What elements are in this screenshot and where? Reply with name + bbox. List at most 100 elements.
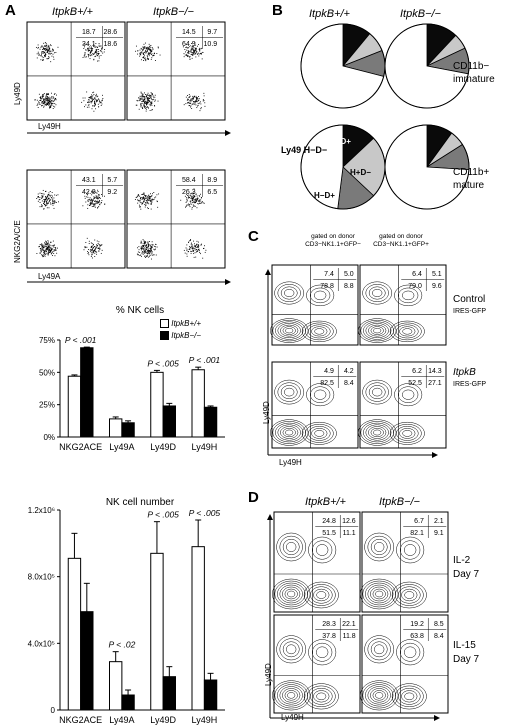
quadrant-values: 18.7 28.6 34.1 18.6 — [76, 26, 124, 49]
quadrant-lr: 8.4 — [434, 633, 444, 640]
ylabel-ly49d-c: Ly49D — [262, 401, 271, 424]
x-tick-label: Ly49A — [109, 442, 134, 452]
quadrant-ll: 52.5 — [408, 380, 422, 387]
quadrant-lr: 9.2 — [107, 189, 117, 196]
bar-0-1 — [109, 418, 123, 438]
quadrant-ur: 2.1 — [434, 518, 444, 525]
genotype-wt-a: ItpkB+/+ — [52, 6, 93, 18]
xlabel-ly49h-c: Ly49H — [279, 458, 302, 467]
pie-ko-mature-outline — [384, 124, 470, 210]
p-value-annotation: P < .005 — [147, 510, 179, 520]
quadrant-lr: 18.6 — [104, 41, 118, 48]
pie-label-mid: H−D+ — [314, 191, 335, 200]
bar2-title: NK cell number — [105, 497, 175, 508]
row-control: Control — [453, 294, 486, 305]
quadrant-values: 58.4 8.9 26.3 6.5 — [176, 174, 224, 197]
y-tick-label: 0 — [51, 706, 56, 715]
quadrant-ll: 37.8 — [322, 633, 336, 640]
quadrant-ur: 5.7 — [107, 177, 117, 184]
quadrant-values: 24.8 12.6 51.5 11.1 — [315, 515, 359, 538]
dot-plot-frame — [126, 21, 226, 121]
gate-gfp-pos: gated on donor CD3−NK1.1+GFP+ — [373, 233, 429, 248]
quadrant-lr: 8.8 — [344, 283, 354, 290]
quadrant-values: 28.3 22.1 37.8 11.8 — [315, 618, 359, 641]
panel-label-d: D — [248, 489, 259, 506]
bar-0-2 — [150, 371, 164, 438]
x-tick-label: NKG2ACE — [59, 442, 102, 452]
x-tick-label: Ly49D — [150, 442, 176, 452]
genotype-ko-a: ItpkB−/− — [153, 6, 194, 18]
pie-row-mature: CD11b+ mature — [453, 167, 490, 191]
pie-ko-immature-outline — [384, 23, 470, 109]
bar-1-0 — [80, 347, 94, 438]
row-il15-day: Day 7 — [453, 654, 480, 665]
gate-gfp-neg: gated on donor CD3−NK1.1+GFP− — [305, 233, 361, 248]
quadrant-ll: 42.0 — [82, 189, 96, 196]
y-tick-label: 25% — [39, 401, 55, 410]
quadrant-ul: 6.7 — [414, 518, 424, 525]
quadrant-ll: 51.5 — [322, 530, 336, 537]
p-value-annotation: P < .005 — [147, 358, 179, 368]
pie-row-immature: CD11b− immature — [453, 61, 495, 85]
quadrant-ll: 26.3 — [182, 189, 196, 196]
quadrant-values: 14.5 9.7 64.9 10.9 — [176, 26, 224, 49]
bar-0-0 — [67, 375, 82, 438]
xlabel-ly49h-d: Ly49H — [281, 713, 304, 722]
quadrant-lr: 11.8 — [343, 633, 356, 640]
quadrant-values: 6.2 14.3 52.5 27.1 — [401, 365, 445, 388]
quadrant-values: 4.9 4.2 82.5 8.4 — [313, 365, 357, 388]
bar-0-2 — [150, 552, 164, 711]
quadrant-ul: 18.7 — [82, 29, 96, 36]
genotype-wt-d: ItpkB+/+ — [305, 496, 346, 508]
row-il15: IL-15 — [453, 640, 476, 651]
quadrant-ur: 9.7 — [207, 29, 217, 36]
y-tick-label: 0% — [43, 433, 55, 442]
panel-label-b: B — [272, 2, 283, 19]
bar-0-3 — [191, 369, 205, 438]
y-tick-label: 1.2x10⁶ — [28, 506, 55, 515]
quadrant-ll: 64.9 — [182, 41, 196, 48]
bar1-legend-ko: ItpkB−/− — [160, 331, 201, 341]
legend-swatch-wt — [160, 319, 169, 329]
ylabel-ly49d-a: Ly49D — [13, 82, 22, 105]
quadrant-lr: 6.5 — [207, 189, 217, 196]
xlabel-ly49h-a: Ly49H — [38, 122, 61, 131]
quadrant-ur: 8.5 — [434, 621, 444, 628]
quadrant-ur: 22.1 — [342, 621, 356, 628]
p-value-annotation: P < .005 — [189, 508, 221, 518]
quadrant-ur: 28.6 — [104, 29, 118, 36]
bar-0-1 — [109, 661, 123, 711]
quadrant-lr: 9.1 — [434, 530, 444, 537]
pie-label-black: H+D+ — [330, 137, 351, 146]
p-value-annotation: P < .02 — [108, 640, 135, 650]
xlabel-ly49a-a: Ly49A — [38, 272, 61, 281]
legend-swatch-ko — [160, 331, 169, 341]
quadrant-ll: 63.8 — [410, 633, 424, 640]
bar-1-3 — [203, 679, 218, 711]
quadrant-values: 6.4 5.1 79.0 9.6 — [401, 268, 445, 291]
quadrant-ur: 12.6 — [342, 518, 356, 525]
genotype-wt-b: ItpkB+/+ — [309, 8, 350, 20]
bar-0-0 — [67, 557, 82, 711]
quadrant-ur: 5.0 — [344, 271, 354, 278]
row-il2: IL-2 — [453, 555, 471, 566]
x-tick-label: Ly49H — [192, 442, 218, 452]
row-il2-day: Day 7 — [453, 569, 480, 580]
quadrant-lr: 27.1 — [428, 380, 442, 387]
row-control-sub: IRES-GFP — [453, 308, 487, 315]
pie-label-light: H+D− — [350, 168, 371, 177]
bar-1-3 — [203, 406, 218, 438]
quadrant-ul: 6.2 — [412, 368, 422, 375]
dot-plot-frame — [26, 169, 126, 269]
panel-label-c: C — [248, 228, 259, 245]
bar-0-3 — [191, 546, 205, 711]
quadrant-ul: 43.1 — [82, 177, 96, 184]
ylabel-nkg2ace-a: NKG2A/C/E — [13, 220, 22, 263]
quadrant-ur: 5.1 — [432, 271, 442, 278]
bar-1-2 — [162, 676, 176, 711]
quadrant-ll: 82.1 — [410, 530, 424, 537]
quadrant-ul: 7.4 — [324, 271, 334, 278]
quadrant-lr: 9.6 — [432, 283, 442, 290]
dot-plot-frame — [126, 169, 226, 269]
